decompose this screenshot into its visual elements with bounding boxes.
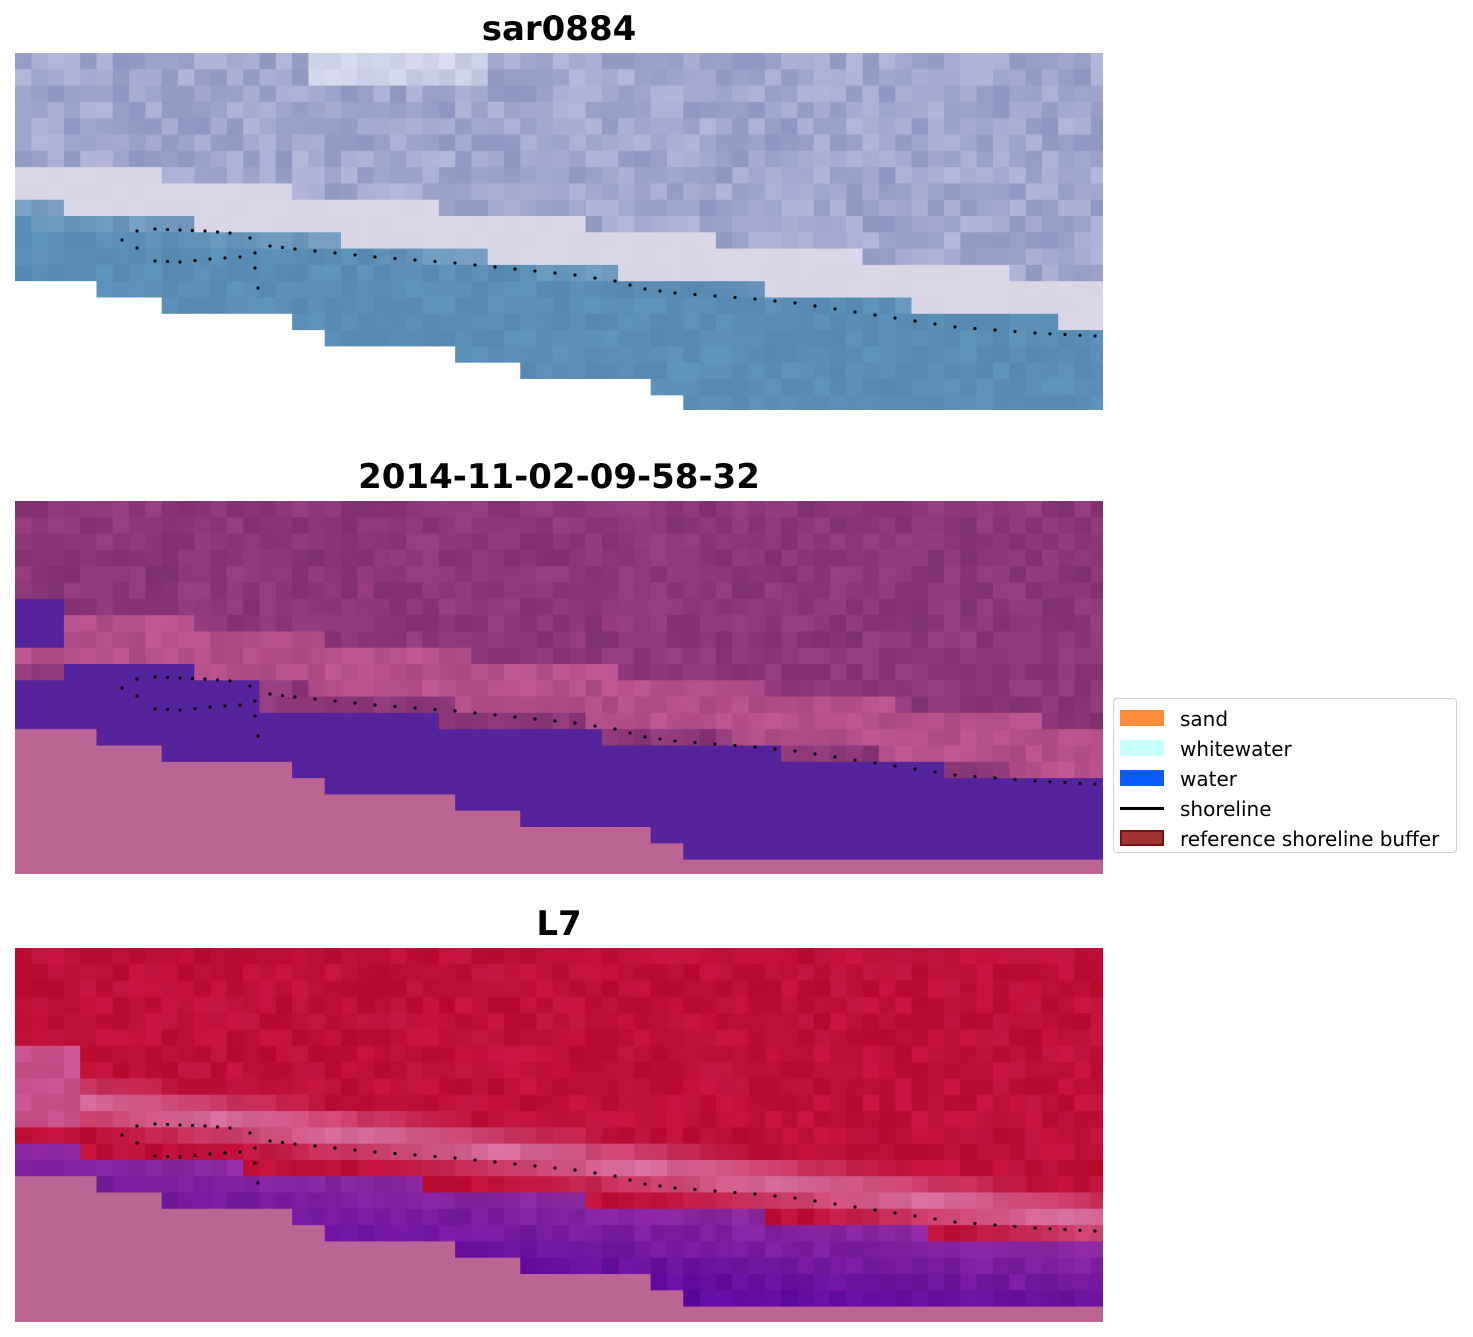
rgb-image-panel bbox=[15, 53, 1103, 410]
legend-item-reference-buffer: reference shoreline buffer bbox=[1120, 823, 1450, 851]
classified-image-panel bbox=[15, 501, 1103, 874]
panel-title-rgb: sar0884 bbox=[481, 9, 637, 49]
shoreline-dots bbox=[120, 675, 1097, 786]
legend-label: sand bbox=[1180, 707, 1229, 731]
index-image-panel bbox=[15, 948, 1103, 1322]
shoreline-dots bbox=[120, 1122, 1097, 1233]
legend-label: whitewater bbox=[1180, 737, 1292, 761]
shoreline-dots bbox=[120, 227, 1097, 338]
image-raster bbox=[15, 948, 1103, 1322]
image-raster bbox=[15, 501, 1103, 874]
sand-swatch bbox=[1120, 710, 1164, 726]
legend-item-whitewater: whitewater bbox=[1120, 733, 1450, 761]
water-swatch bbox=[1120, 770, 1164, 786]
legend-item-sand: sand bbox=[1120, 703, 1450, 731]
panel-title-index: L7 bbox=[536, 904, 582, 944]
reference-buffer-swatch bbox=[1120, 830, 1164, 846]
panel-title-classified: 2014-11-02-09-58-32 bbox=[358, 457, 760, 497]
legend: sand whitewater water shoreline referenc… bbox=[1113, 698, 1457, 853]
legend-item-water: water bbox=[1120, 763, 1450, 791]
legend-item-shoreline: shoreline bbox=[1120, 793, 1450, 821]
image-raster bbox=[15, 53, 1103, 410]
shoreline-line-swatch bbox=[1120, 807, 1164, 810]
legend-label: water bbox=[1180, 767, 1237, 791]
legend-label: shoreline bbox=[1180, 797, 1272, 821]
whitewater-swatch bbox=[1120, 740, 1164, 756]
legend-label: reference shoreline buffer bbox=[1180, 827, 1440, 851]
